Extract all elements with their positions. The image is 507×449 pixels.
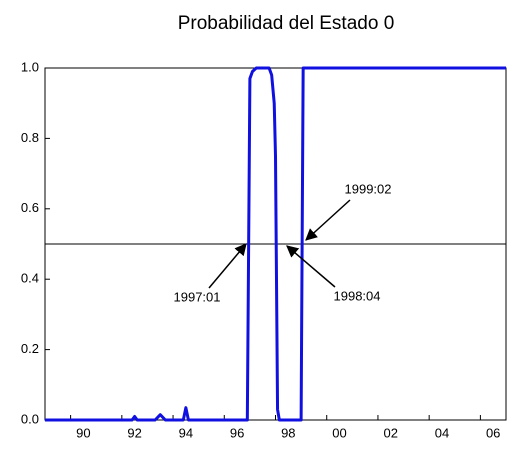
- data-line: [45, 66, 506, 422]
- annotation-bg: [169, 289, 225, 307]
- y-tick-label: 0.0: [21, 411, 39, 426]
- x-tick-label: 02: [384, 425, 398, 440]
- annotation-bg: [329, 288, 385, 306]
- annotation: 1999:02: [345, 181, 392, 196]
- x-tick-label: 94: [179, 425, 193, 440]
- x-tick-label: 98: [281, 425, 295, 440]
- y-tick-label: 0.2: [21, 341, 39, 356]
- x-tick-label: 04: [435, 425, 449, 440]
- annotation: 1998:04: [334, 288, 381, 303]
- y-tick-label: 0.4: [21, 271, 39, 286]
- y-tick-label: 0.8: [21, 130, 39, 145]
- x-tick-label: 96: [230, 425, 244, 440]
- chart-title: Probabilidad del Estado 0: [178, 13, 395, 34]
- annotation-arrow: [286, 245, 336, 288]
- y-tick-label: 1.0: [21, 59, 39, 74]
- x-tick-label: 06: [486, 425, 500, 440]
- annotation: 1997:01: [174, 289, 221, 304]
- x-tick-label: 92: [127, 425, 141, 440]
- y-tick-label: 0.6: [21, 200, 39, 215]
- x-tick-label: 90: [76, 425, 90, 440]
- annotation-bg: [340, 181, 396, 199]
- annotation-arrow: [208, 243, 247, 289]
- x-tick-label: 00: [332, 425, 346, 440]
- annotation-arrow: [305, 199, 351, 241]
